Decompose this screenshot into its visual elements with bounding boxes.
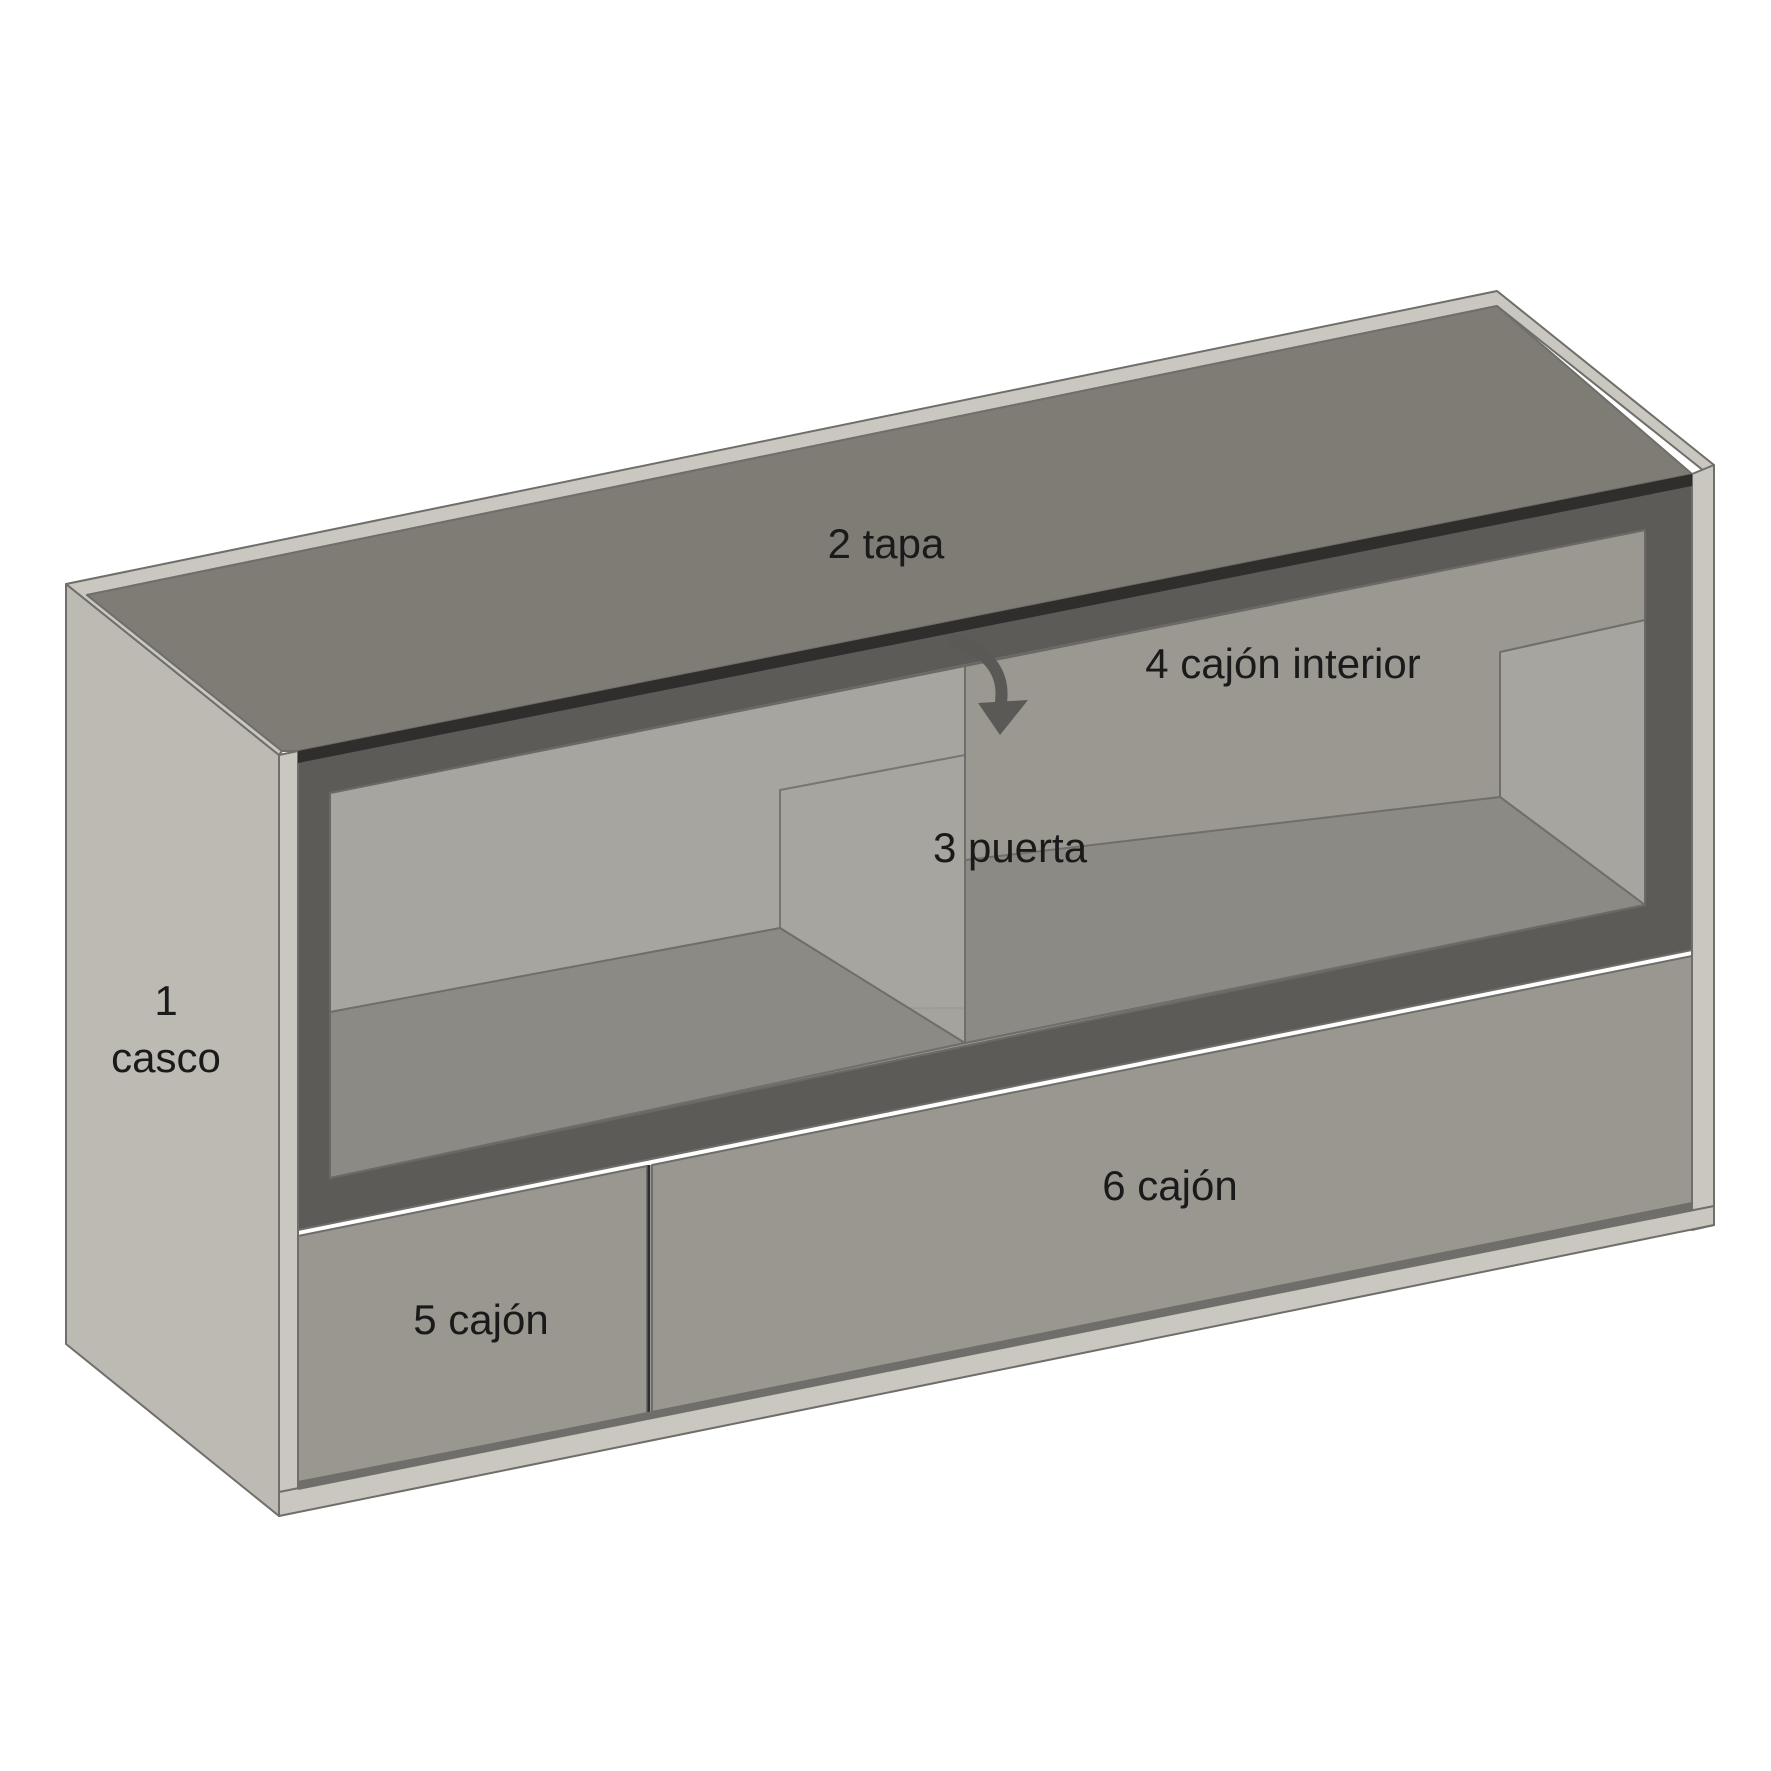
casco-left-front-edge <box>278 750 299 1517</box>
puerta <box>297 474 1693 1231</box>
label-cajon-5: 5 cajón <box>413 1296 548 1343</box>
label-casco-number: 1 <box>154 977 177 1024</box>
plinth-strip <box>298 1203 1692 1490</box>
arrow-shaft <box>949 634 1008 714</box>
label-tapa: 2 tapa <box>828 520 945 567</box>
casco-right-front-edge <box>1691 464 1715 1231</box>
casco <box>65 290 1715 1517</box>
drawers <box>297 955 1693 1490</box>
label-puerta: 3 puerta <box>933 824 1088 871</box>
label-cajon-interior: 4 cajón interior <box>1145 640 1420 687</box>
label-casco-name: casco <box>111 1034 221 1081</box>
curved-arrow-down-icon <box>949 634 1028 735</box>
puerta-glass-outline <box>329 528 1646 1180</box>
puerta-top-strip <box>298 474 1692 763</box>
label-cajon-6: 6 cajón <box>1102 1162 1237 1209</box>
arrow-head <box>978 700 1028 735</box>
